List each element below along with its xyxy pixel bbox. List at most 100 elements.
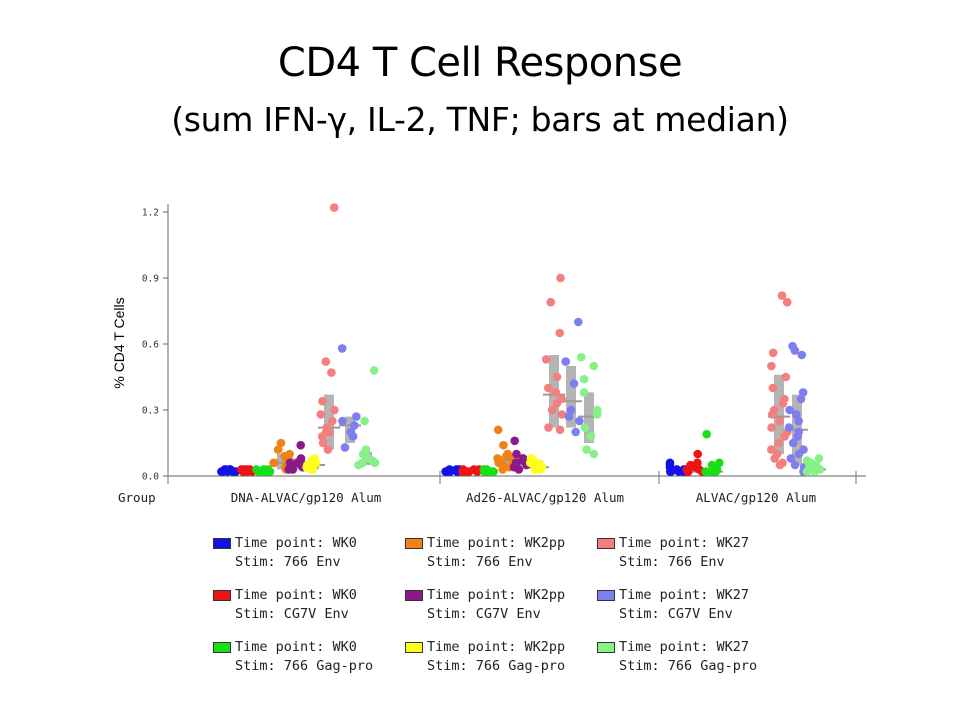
legend-swatch [597,538,615,549]
data-point [561,357,570,366]
data-point [321,357,331,366]
data-point [574,317,583,327]
data-point [485,467,495,476]
data-point [586,432,596,441]
data-point [316,410,326,419]
data-point [369,366,379,375]
data-points [217,203,825,476]
data-point [295,456,305,465]
data-point [794,449,804,459]
data-point [693,449,702,459]
legend-swatch [597,642,615,653]
data-point [350,421,359,430]
data-point [557,410,567,419]
data-point [788,438,798,448]
axis-labels: 0.0 0.3 0.6 0.9 1.2 % CD4 T Cells Group DNA-ALV… [111,208,816,506]
data-point [701,467,711,476]
data-point [329,203,339,212]
data-point [571,427,580,437]
legend-item: Time point: WK2pp Stim: 766 Gag-pro [405,639,585,681]
legend-label: Time point: WK0 Stim: 766 Env [235,535,357,570]
data-point [772,449,782,459]
data-point [589,361,598,371]
y-tick-label: 0.6 [142,340,159,351]
data-point [361,445,371,454]
data-point [464,467,474,476]
data-point [556,273,565,283]
data-point [323,445,333,454]
median-bars [218,355,826,473]
data-point [684,467,693,476]
data-point [768,383,778,393]
y-tick-label: 1.2 [142,208,159,219]
data-point [318,438,328,448]
data-point [285,458,295,468]
data-point [569,379,579,388]
data-point [780,394,789,404]
data-point [555,328,564,338]
data-point [777,291,787,300]
legend-label: Time point: WK2pp Stim: 766 Env [427,535,566,570]
chart-title: CD4 T Cell Response [277,40,683,86]
category-label: DNA-ALVAC/gp120 Alum [231,490,382,505]
legend-label: Time point: WK27 Stim: 766 Env [619,535,750,570]
data-point [811,460,821,470]
data-point [512,449,521,459]
data-point [702,429,711,439]
data-point [576,352,586,362]
data-point [785,405,794,415]
legend-item: Time point: WK27 Stim: CG7V Env [597,587,777,629]
x-axis-label: Group [118,490,156,505]
data-point [318,396,327,406]
data-point [794,416,803,426]
data-point [263,465,273,474]
legend-swatch [213,538,231,549]
data-point [337,344,347,353]
legend-item: Time point: WK27 Stim: 766 Gag-pro [597,639,777,681]
data-point [555,425,565,435]
data-point [788,341,797,351]
legend-item: Time point: WK2pp Stim: 766 Env [405,535,585,577]
data-point [781,372,791,382]
data-point [338,416,347,426]
legend-swatch [213,642,231,653]
data-point [497,458,506,468]
legend-item: Time point: WK0 Stim: 766 Gag-pro [213,639,393,681]
data-point [790,460,800,470]
data-point [582,445,591,454]
data-point [775,416,785,426]
data-point [348,432,358,441]
data-point [237,465,246,474]
data-point [514,465,524,474]
legend-swatch [405,538,423,549]
legend-swatch [405,642,423,653]
y-tick-label: 0.9 [142,274,159,285]
data-point [221,465,230,474]
legend-item: Time point: WK2pp Stim: CG7V Env [405,587,585,629]
data-point [564,412,574,421]
y-axis-label: % CD4 T Cells [111,297,127,388]
iqr-bar [277,454,287,470]
data-point [768,348,778,358]
data-point [280,451,289,461]
iqr-bar [584,392,594,443]
data-point [579,388,589,397]
axes [163,204,866,484]
data-point [273,445,283,454]
data-point [814,454,824,463]
legend-label: Time point: WK0 Stim: 766 Gag-pro [235,639,374,674]
data-point [330,405,339,415]
data-point [493,425,503,435]
legend-label: Time point: WK27 Stim: CG7V Env [619,587,750,622]
data-point [340,443,350,452]
data-point [256,467,265,476]
data-point [544,423,553,432]
data-point [796,394,806,404]
data-point [511,458,521,468]
data-point [767,445,776,454]
data-point [546,297,555,307]
data-point [518,454,528,463]
data-point [327,368,336,377]
legend-swatch [213,590,231,601]
legend-label: Time point: WK2pp Stim: 766 Gag-pro [427,639,566,674]
